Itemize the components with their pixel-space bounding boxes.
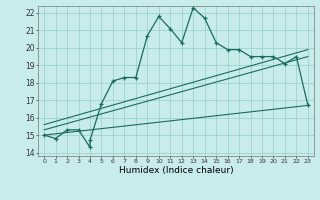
X-axis label: Humidex (Indice chaleur): Humidex (Indice chaleur): [119, 166, 233, 175]
